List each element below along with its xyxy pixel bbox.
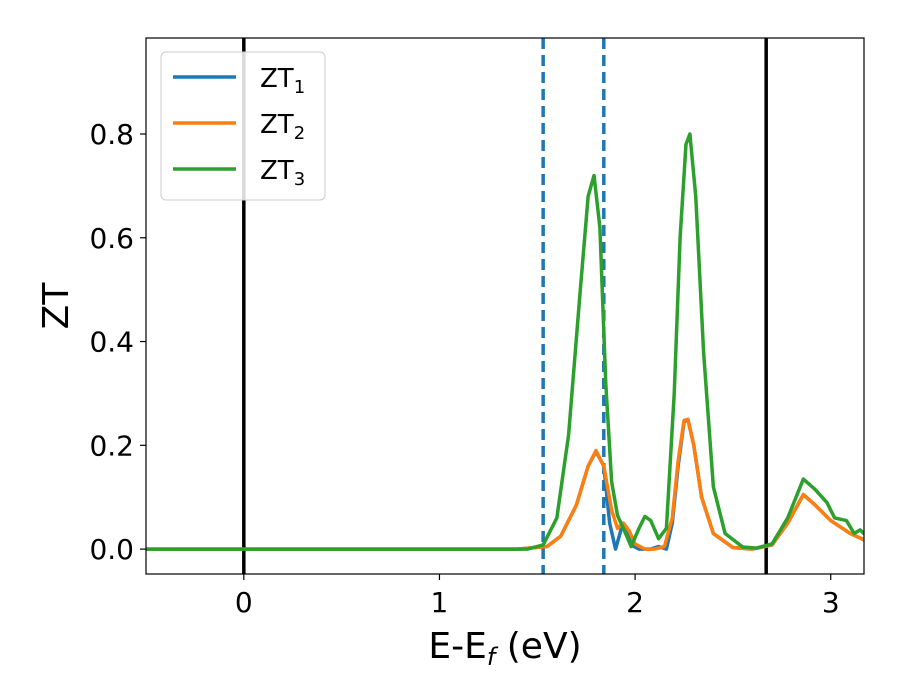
y-tick-label: 0.4	[89, 326, 134, 359]
y-tick-label: 0.8	[89, 118, 134, 151]
legend-label-zt2: ZT2	[260, 110, 305, 144]
legend-label-zt3: ZT3	[260, 156, 305, 190]
legend-box	[160, 51, 326, 201]
legend-label-subscript: 2	[294, 123, 305, 144]
legend-label-main: ZT	[260, 110, 294, 140]
x-tick-label: 0	[235, 586, 253, 619]
legend-label-main: ZT	[260, 64, 294, 94]
x-axis-title-main: E-E	[428, 626, 486, 667]
y-axis: 0.0 0.2 0.4 0.6 0.8	[89, 118, 146, 566]
x-tick-label: 3	[822, 586, 840, 619]
legend-label-subscript: 3	[294, 169, 305, 190]
x-axis-title: E-Ef (eV)	[428, 626, 581, 671]
x-tick-label: 2	[626, 586, 644, 619]
legend-label-main: ZT	[260, 156, 294, 186]
legend-label-subscript: 1	[294, 77, 305, 98]
plot-frame	[145, 37, 865, 575]
series-line-zt3	[146, 132, 864, 551]
x-axis-title-unit: (eV)	[495, 626, 581, 667]
y-tick-label: 0.2	[89, 429, 134, 462]
legend-label-zt1: ZT1	[260, 64, 305, 98]
x-axis: 0 1 2 3	[235, 574, 840, 619]
y-tick-label: 0.6	[89, 222, 134, 255]
y-tick-label: 0.0	[89, 533, 134, 566]
series-line-zt2	[146, 417, 864, 551]
series-group	[146, 132, 864, 551]
y-axis-title: ZT	[36, 282, 77, 330]
x-tick-label: 1	[431, 586, 449, 619]
